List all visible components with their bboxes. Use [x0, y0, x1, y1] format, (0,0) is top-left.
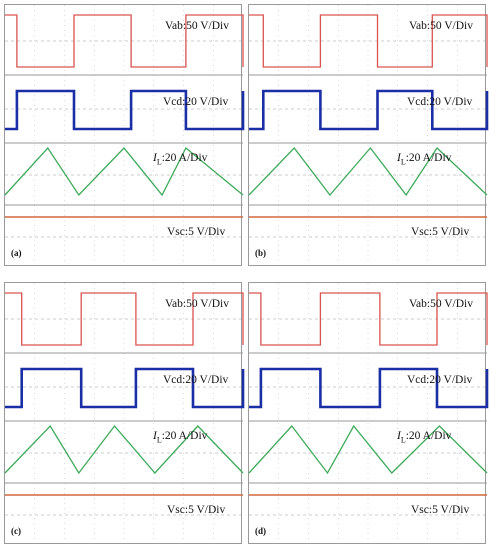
vab-trace — [249, 292, 488, 346]
scope-panel-a: Vab:50 V/Div Vcd:20 V/Div IL:20 A/Div Vsc:5… — [4, 4, 245, 267]
il-scale-text: :20 A/Div — [405, 152, 452, 164]
il-scale-text: :20 A/Div — [161, 430, 208, 442]
il-trace — [248, 424, 488, 475]
scope-trace-area-a — [4, 5, 245, 267]
vab-scale-label: Vab:50 V/Div — [165, 298, 229, 310]
il-symbol: I — [153, 430, 157, 442]
il-scale-label: IL:20 A/Div — [153, 152, 208, 167]
scope-trace-area-d — [248, 283, 489, 545]
vsc-scale-label: Vsc:5 V/Div — [167, 226, 226, 238]
vab-trace — [249, 14, 488, 68]
vab-trace — [5, 14, 244, 68]
scope-panel-d: Vab:50 V/Div Vcd:20 V/Div IL:20 A/Div Vsc:5… — [248, 282, 489, 545]
il-trace — [248, 146, 488, 197]
vcd-trace — [249, 367, 489, 409]
il-scale-label: IL:20 A/Div — [153, 430, 208, 445]
scope-panel-c: Vab:50 V/Div Vcd:20 V/Div IL:20 A/Div Vsc:5… — [4, 282, 245, 545]
panel-letter: (a) — [11, 248, 22, 258]
vcd-scale-label: Vcd:20 V/Div — [407, 96, 473, 108]
vab-scale-label: Vab:50 V/Div — [409, 298, 473, 310]
il-subscript: L — [400, 435, 406, 445]
il-symbol: I — [397, 152, 401, 164]
vsc-scale-label: Vsc:5 V/Div — [167, 504, 226, 516]
vcd-scale-label: Vcd:20 V/Div — [163, 374, 229, 386]
scope-trace-area-b — [248, 5, 489, 267]
il-symbol: I — [397, 430, 401, 442]
panel-letter: (c) — [11, 526, 21, 536]
il-scale-label: IL:20 A/Div — [397, 152, 452, 167]
vcd-scale-label: Vcd:20 V/Div — [407, 374, 473, 386]
il-subscript: L — [400, 157, 406, 167]
vsc-scale-label: Vsc:5 V/Div — [411, 504, 470, 516]
il-trace — [4, 424, 244, 475]
scope-trace-area-c — [4, 283, 245, 545]
il-scale-text: :20 A/Div — [405, 430, 452, 442]
vab-trace — [5, 292, 244, 346]
il-scale-label: IL:20 A/Div — [397, 430, 452, 445]
vcd-scale-label: Vcd:20 V/Div — [163, 96, 229, 108]
panel-letter: (d) — [255, 526, 266, 536]
il-subscript: L — [156, 157, 162, 167]
vcd-trace — [5, 367, 245, 409]
il-symbol: I — [153, 152, 157, 164]
vcd-trace — [249, 89, 489, 131]
il-trace — [4, 146, 244, 197]
panel-letter: (b) — [255, 248, 266, 258]
vab-scale-label: Vab:50 V/Div — [409, 20, 473, 32]
vab-scale-label: Vab:50 V/Div — [165, 20, 229, 32]
scope-panel-b: Vab:50 V/Div Vcd:20 V/Div IL:20 A/Div Vsc:5… — [248, 4, 489, 267]
il-subscript: L — [156, 435, 162, 445]
vsc-scale-label: Vsc:5 V/Div — [411, 226, 470, 238]
vcd-trace — [5, 89, 245, 131]
il-scale-text: :20 A/Div — [161, 152, 208, 164]
